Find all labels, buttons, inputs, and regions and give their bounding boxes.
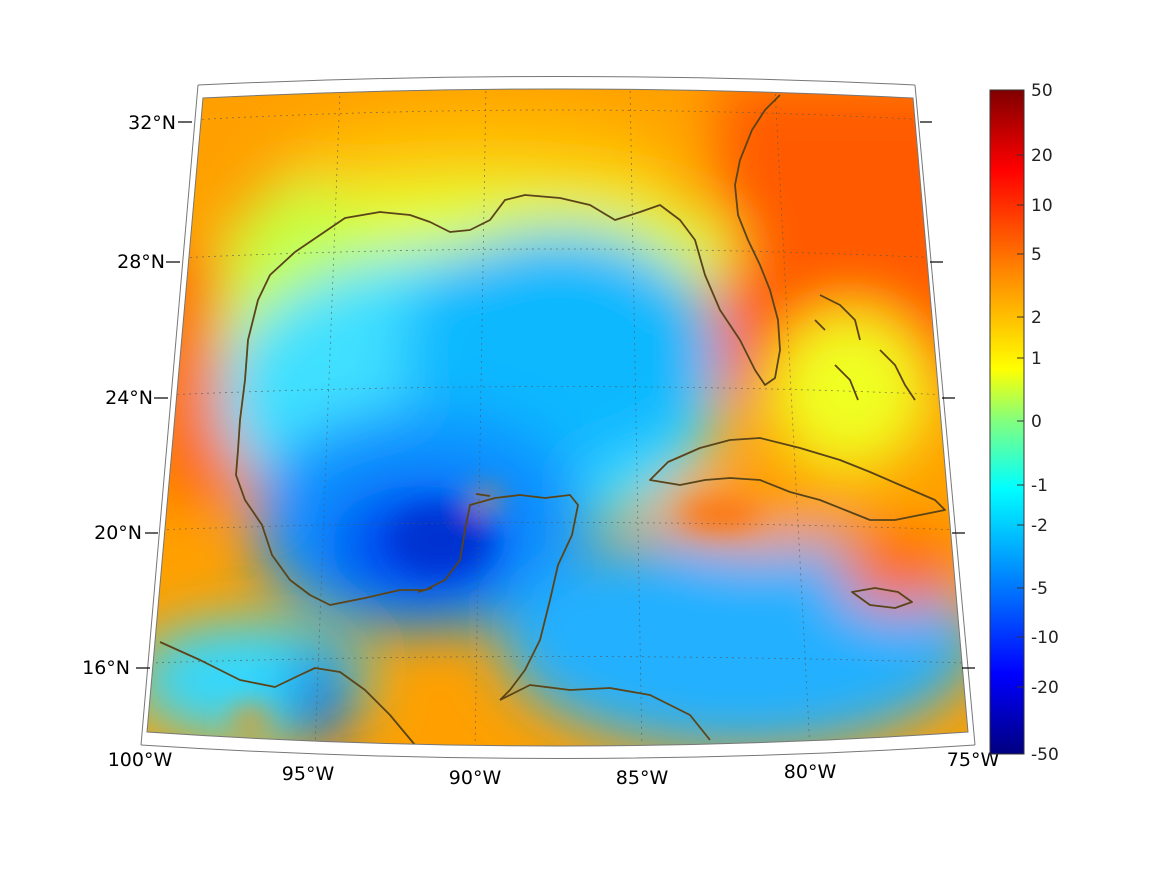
colorbar-tick-label: -5	[1031, 579, 1048, 599]
colorbar-ticks	[1017, 154, 1024, 688]
lon-label-80w: 80°W	[784, 761, 837, 783]
colorbar-tick-label: 1	[1031, 349, 1042, 369]
lon-label-75w: 75°W	[947, 749, 1000, 771]
lat-label-32n: 32°N	[128, 112, 176, 134]
colorbar-tick-label: 20	[1031, 146, 1053, 166]
map-field	[147, 89, 968, 746]
lon-label-85w: 85°W	[616, 767, 669, 789]
longitude-labels: 100°W 95°W 90°W 85°W 80°W 75°W	[108, 749, 1000, 789]
map-graticule	[149, 89, 966, 746]
colorbar-tick-label: -1	[1031, 476, 1048, 496]
lon-label-90w: 90°W	[449, 767, 502, 789]
colorbar-gradient	[989, 89, 1025, 755]
lat-label-16n: 16°N	[82, 657, 130, 679]
colorbar-tick-label: 0	[1031, 412, 1042, 432]
colorbar-tick-label: 50	[1031, 81, 1053, 101]
lat-label-20n: 20°N	[94, 522, 142, 544]
map-frame	[146, 88, 969, 747]
colorbar-tick-label: 2	[1031, 308, 1042, 328]
latitude-ticks	[136, 121, 975, 669]
lon-label-100w: 100°W	[108, 749, 173, 771]
colorbar-tick-label: -10	[1031, 628, 1059, 648]
colorbar-tick-label: -50	[1031, 745, 1059, 765]
colorbar-tick-label: 5	[1031, 245, 1042, 265]
colorbar: 50 20 10 5 2 1 0 -1 -2 -5 -10 -20 -50	[989, 81, 1059, 765]
coastline	[159, 94, 946, 746]
colorbar-labels: 50 20 10 5 2 1 0 -1 -2 -5 -10 -20 -50	[1031, 81, 1059, 765]
latitude-labels: 32°N 28°N 24°N 20°N 16°N	[82, 112, 176, 679]
lon-label-95w: 95°W	[282, 763, 335, 785]
lat-label-28n: 28°N	[117, 251, 165, 273]
colorbar-tick-label: 10	[1031, 196, 1053, 216]
colorbar-tick-label: -20	[1031, 678, 1059, 698]
colorbar-tick-label: -2	[1031, 516, 1048, 536]
lat-label-24n: 24°N	[105, 387, 153, 409]
